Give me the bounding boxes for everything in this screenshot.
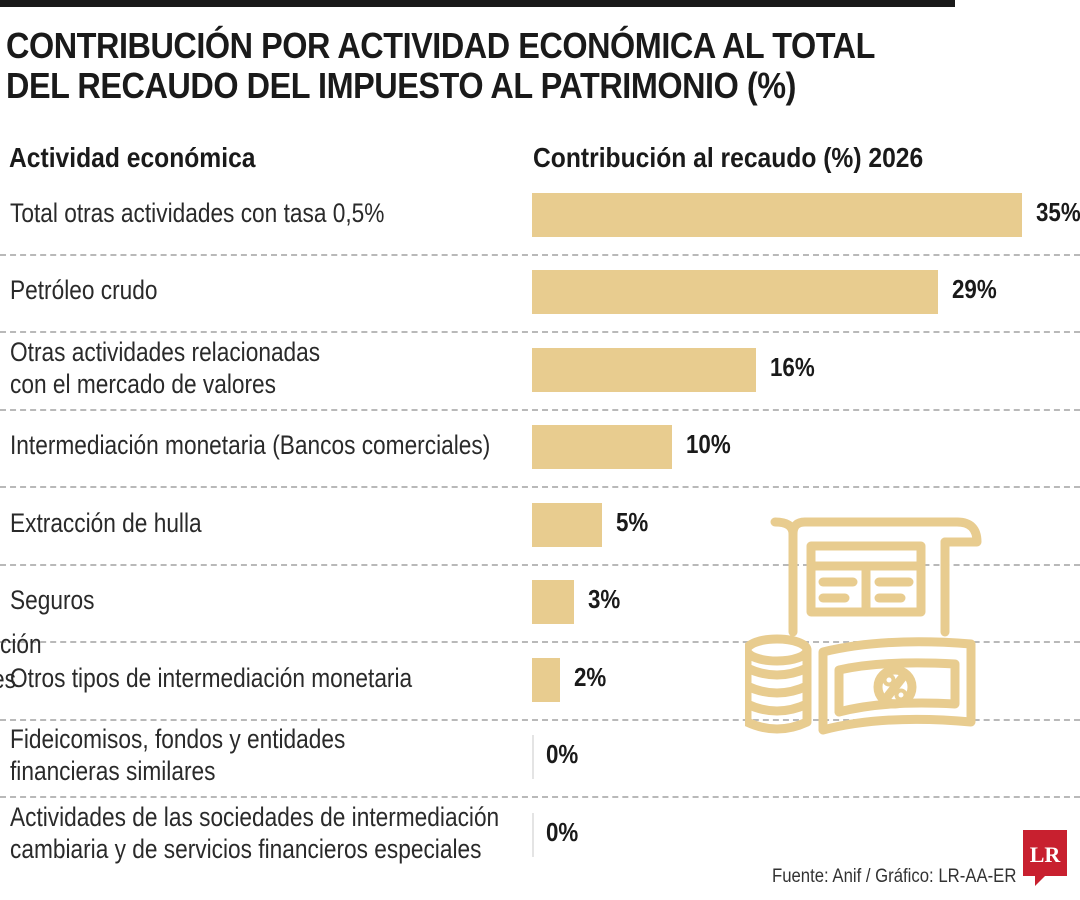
category-label: Otras actividades relacionadas con el mer…: [10, 336, 514, 400]
category-label-line: Petróleo crudo: [10, 275, 158, 305]
category-column-header: Actividad económica: [9, 142, 256, 173]
value-label: 16%: [770, 352, 815, 382]
bar: [532, 193, 1022, 237]
value-label: 10%: [686, 429, 731, 459]
category-label-line: Total otras actividades con tasa 0,5%: [10, 198, 385, 228]
category-label-line: Actividades de las sociedades de interme…: [10, 802, 500, 832]
bar: [532, 813, 534, 857]
chart-title: CONTRIBUCIÓN POR ACTIVIDAD ECONÓMICA AL …: [6, 26, 906, 106]
category-label-line: Otros tipos de intermediación monetaria: [10, 663, 413, 693]
row-divider: [0, 719, 1080, 721]
receipt-and-money-icon: [745, 517, 982, 735]
bar: [532, 425, 672, 469]
category-label: Otros tipos de intermediación monetaria: [10, 662, 514, 694]
value-label: 29%: [952, 274, 997, 304]
category-label: Petróleo crudo: [10, 274, 514, 306]
value-label: 3%: [588, 584, 621, 614]
lr-logo-text: LR: [1030, 842, 1062, 867]
row-divider: [0, 641, 1080, 643]
row-divider: [0, 486, 1080, 488]
value-label: 35%: [1036, 197, 1080, 227]
source-note: Fuente: Anif / Gráfico: LR-AA-ER: [772, 866, 1017, 887]
row-divider: [0, 409, 1080, 411]
category-label-line: Otras actividades relacionadas: [10, 337, 321, 367]
clipped-text-fragment-2: es: [0, 664, 16, 694]
category-label: Seguros: [10, 584, 514, 616]
category-label: Total otras actividades con tasa 0,5%: [10, 197, 514, 229]
bar: [532, 658, 560, 702]
category-label-line: con el mercado de valores: [10, 369, 277, 399]
value-label: 5%: [616, 507, 649, 537]
row-divider: [0, 796, 1080, 798]
category-label-line: Fideicomisos, fondos y entidades: [10, 724, 346, 754]
row-divider: [0, 254, 1080, 256]
lr-logo: LR: [1023, 830, 1067, 886]
category-label: Intermediación monetaria (Bancos comerci…: [10, 429, 514, 461]
bar: [532, 580, 574, 624]
top-rule: [0, 0, 955, 7]
value-label: 0%: [546, 817, 579, 847]
chart-title-line-1: CONTRIBUCIÓN POR ACTIVIDAD ECONÓMICA AL …: [6, 25, 875, 66]
row-divider: [0, 331, 1080, 333]
bar: [532, 503, 602, 547]
category-label-line: Intermediación monetaria (Bancos comerci…: [10, 430, 491, 460]
row-divider: [0, 564, 1080, 566]
category-label: Fideicomisos, fondos y entidades financie…: [10, 723, 514, 787]
category-label-line: financieras similares: [10, 756, 216, 786]
chart-title-line-2: DEL RECAUDO DEL IMPUESTO AL PATRIMONIO (…: [6, 65, 796, 106]
value-label: 2%: [574, 662, 607, 692]
category-label-line: cambiaria y de servicios financieros esp…: [10, 834, 482, 864]
bar: [532, 348, 756, 392]
bar: [532, 270, 938, 314]
value-column-header: Contribución al recaudo (%) 2026: [533, 142, 924, 173]
category-label-line: Extracción de hulla: [10, 508, 202, 538]
category-label: Extracción de hulla: [10, 507, 514, 539]
bar: [532, 735, 534, 779]
category-label: Actividades de las sociedades de interme…: [10, 801, 514, 865]
category-label-line: Seguros: [10, 585, 95, 615]
clipped-text-fragment-1: ción: [0, 629, 42, 659]
value-label: 0%: [546, 739, 579, 769]
